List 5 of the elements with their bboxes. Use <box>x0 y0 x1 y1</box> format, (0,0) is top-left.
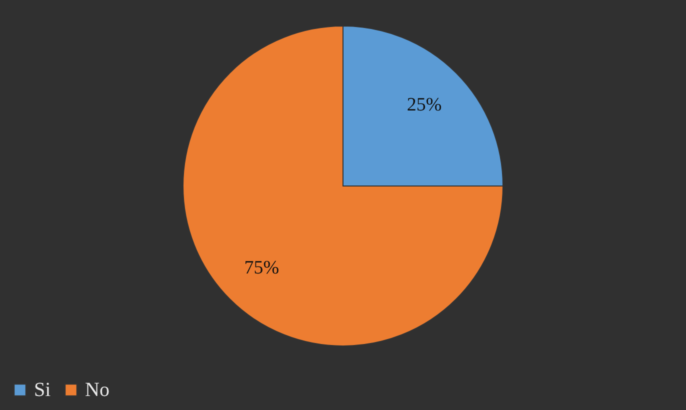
legend-label: Si <box>34 379 52 401</box>
pie-slice <box>182 26 504 346</box>
data-label: 25% <box>406 94 442 116</box>
data-label: 75% <box>244 257 280 278</box>
legend-label: No <box>85 379 110 401</box>
